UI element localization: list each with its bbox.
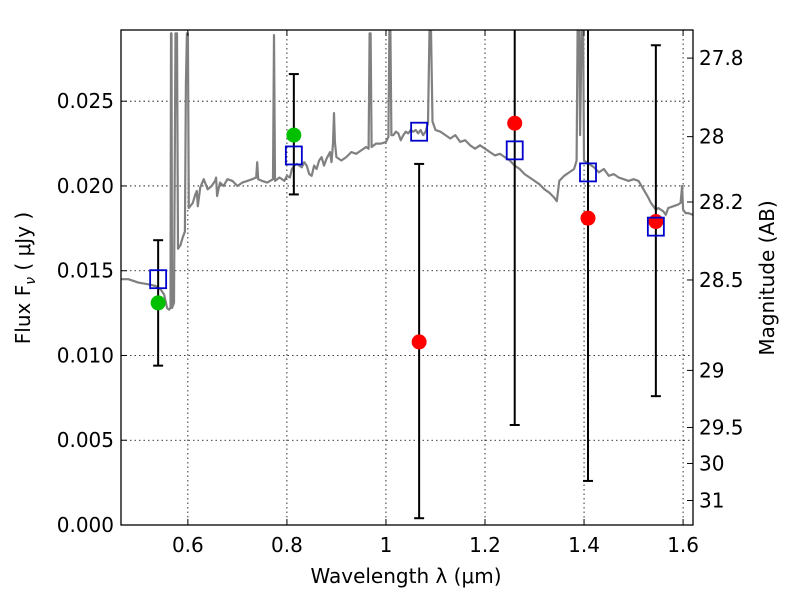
x-tick-label: 1	[380, 533, 393, 557]
x-tick-label: 0.8	[271, 533, 303, 557]
y2-tick-label: 27.8	[699, 46, 744, 70]
y2-tick-label: 30	[699, 451, 724, 475]
y-axis-label-subscript: ν	[23, 277, 39, 285]
y-axis-label-unit: ( μJy )	[11, 212, 35, 277]
model-point-square	[149, 269, 168, 290]
x-tick-label: 1.2	[469, 533, 501, 557]
data-point-circle	[150, 295, 166, 311]
y2-tick-label: 28	[699, 125, 724, 149]
y-tick-label: 0.010	[57, 343, 114, 367]
grid	[121, 30, 693, 526]
y2-tick-label: 29	[699, 358, 724, 382]
model-point-square	[284, 145, 303, 166]
y-tick-label: 0.015	[57, 259, 114, 283]
model-point-square	[579, 162, 597, 183]
y2-tick-label: 28.2	[699, 190, 744, 214]
axis-ticks: 0.6 0.8 1 1.2 1.4 1.6 0.000 0.005 0.010 0.015 0.02…	[57, 30, 744, 557]
y-tick-label: 0.005	[57, 428, 114, 452]
y-axis-label: Flux Fν ( μJy )	[11, 212, 39, 344]
x-tick-label: 1.6	[667, 533, 699, 557]
model-point-square	[505, 140, 524, 161]
y2-tick-label: 31	[699, 488, 724, 512]
data-point-circle	[411, 334, 427, 350]
y-tick-label: 0.025	[57, 89, 114, 113]
data-point-circle	[286, 127, 302, 143]
model-spectrum-line	[121, 30, 693, 311]
y2-tick-label: 28.5	[699, 268, 744, 292]
model-spectrum	[121, 30, 693, 311]
y2-tick-label: 29.5	[699, 415, 744, 439]
model-point-square	[410, 121, 429, 142]
y-tick-label: 0.020	[57, 174, 114, 198]
data-point-circle	[507, 115, 523, 131]
data-point-circle	[648, 214, 664, 230]
x-axis-label: Wavelength λ (μm)	[310, 564, 501, 588]
plot-frame	[120, 29, 694, 526]
x-tick-label: 1.4	[568, 533, 600, 557]
data-points	[149, 115, 665, 350]
model-point-square	[646, 216, 665, 237]
data-point-circle	[580, 210, 596, 226]
y-tick-label: 0.000	[57, 513, 114, 537]
right-axis-label: Magnitude (AB)	[755, 200, 779, 355]
y-axis-label-main: Flux F	[11, 285, 35, 344]
x-tick-label: 0.6	[172, 533, 204, 557]
